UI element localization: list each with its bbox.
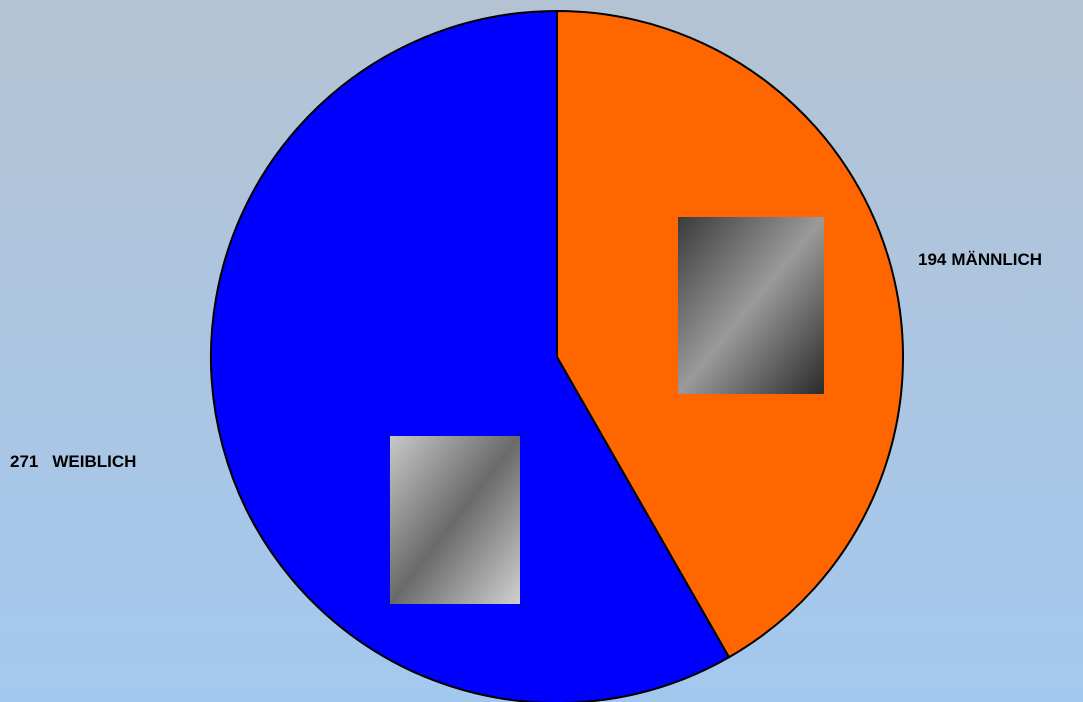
photo [678,217,824,394]
value-label: 271 [10,452,38,471]
slice-label: 271 WEIBLICH [10,452,136,471]
category-label: WEIBLICH [52,452,136,471]
category-label: MÄNNLICH [951,250,1042,269]
pie-slice [210,9,731,702]
photo [390,436,520,604]
slice-label: 194 MÄNNLICH [918,250,1042,269]
value-label: 194 [918,250,947,269]
